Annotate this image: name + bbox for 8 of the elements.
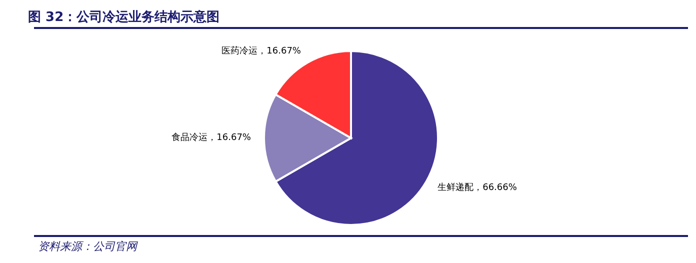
data-label: ，16.67% xyxy=(258,46,302,56)
slice-label: 医药冷运 xyxy=(222,45,258,56)
slice-label: 生鲜递配 xyxy=(438,182,474,193)
data-label: ，66.66% xyxy=(474,182,518,193)
text: 资料来源：公司官网 xyxy=(38,239,137,254)
chart-title: 图 32：公司冷运业务结构示意图 xyxy=(28,8,220,26)
slice-label: 食品冷运 xyxy=(172,132,208,144)
data-label: ，16.67% xyxy=(208,133,252,144)
